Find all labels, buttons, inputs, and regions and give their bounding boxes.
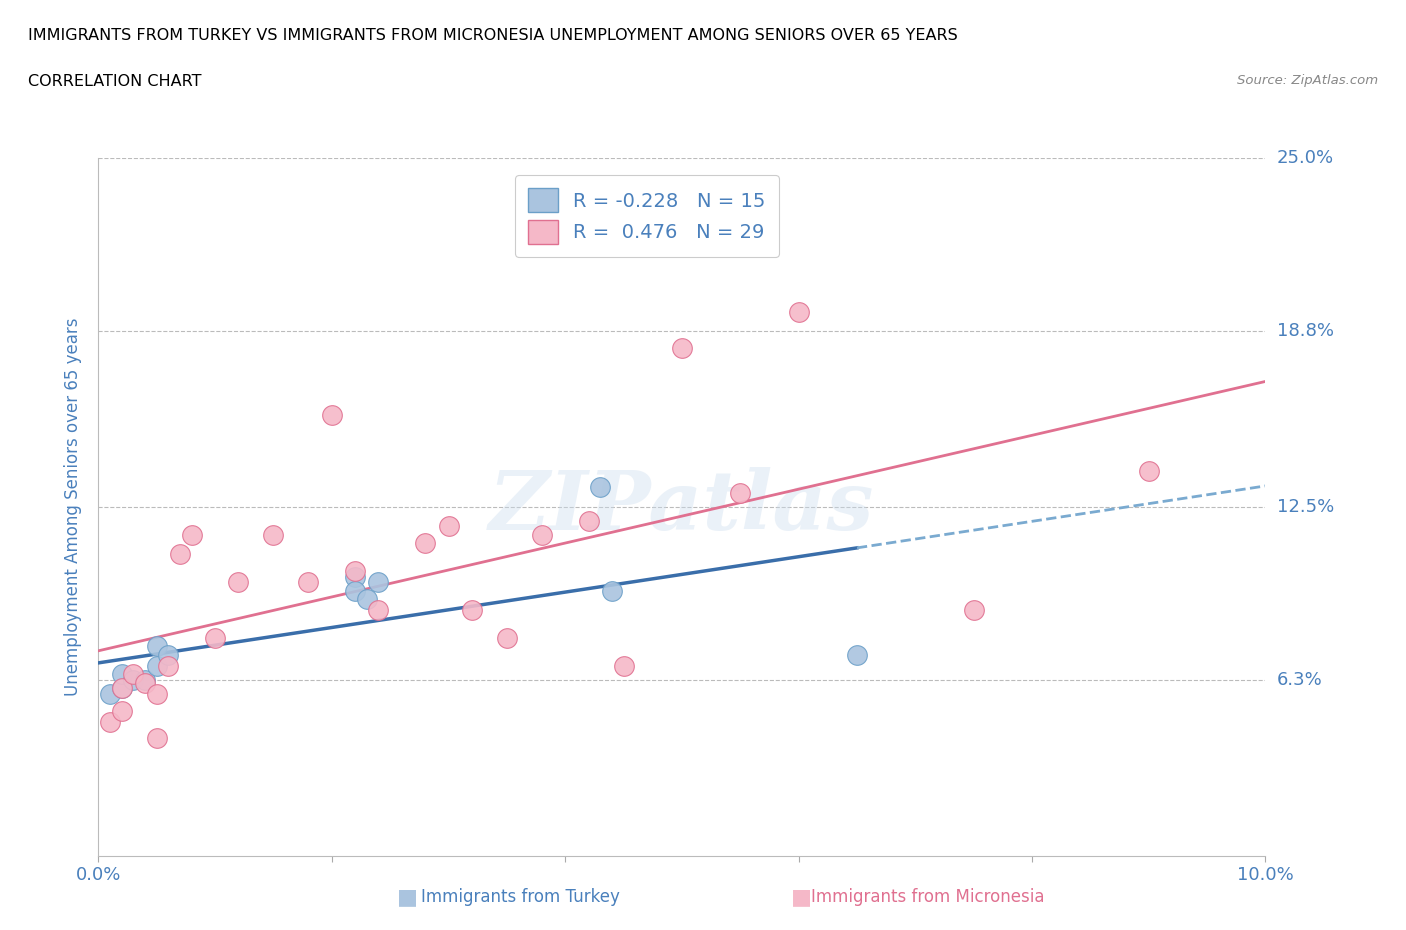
Point [122, 672, 145, 687]
Point [111, 681, 134, 696]
Point [600, 583, 623, 598]
Text: 18.8%: 18.8% [1277, 322, 1333, 340]
Legend: R = -0.228   N = 15, R =  0.476   N = 29: R = -0.228 N = 15, R = 0.476 N = 29 [515, 175, 779, 258]
Point [413, 536, 436, 551]
Point [530, 527, 553, 542]
Text: CORRELATION CHART: CORRELATION CHART [28, 74, 201, 89]
Point [356, 591, 378, 606]
Point [146, 658, 169, 673]
Point [98, 714, 121, 729]
Text: 12.5%: 12.5% [1277, 498, 1334, 516]
Text: Immigrants from Micronesia: Immigrants from Micronesia [811, 888, 1045, 907]
Point [367, 575, 389, 590]
Point [169, 547, 191, 562]
Point [262, 527, 284, 542]
Point [204, 631, 226, 645]
Point [367, 603, 389, 618]
Point [134, 675, 156, 690]
Point [437, 519, 460, 534]
Text: Immigrants from Turkey: Immigrants from Turkey [420, 888, 620, 907]
Y-axis label: Unemployment Among Seniors over 65 years: Unemployment Among Seniors over 65 years [65, 318, 83, 696]
Text: ■: ■ [398, 887, 418, 908]
Point [157, 658, 180, 673]
Text: ZIPatlas: ZIPatlas [489, 467, 875, 547]
Point [344, 564, 367, 578]
Point [671, 340, 693, 355]
Text: 6.3%: 6.3% [1277, 671, 1322, 689]
Point [787, 304, 810, 319]
Point [321, 407, 343, 422]
Text: ■: ■ [792, 887, 811, 908]
Point [146, 686, 169, 701]
Point [111, 681, 134, 696]
Point [578, 513, 600, 528]
Point [111, 667, 134, 682]
Point [180, 527, 202, 542]
Point [98, 686, 121, 701]
Point [122, 667, 145, 682]
Point [1137, 463, 1160, 478]
Point [344, 569, 367, 584]
Point [845, 647, 868, 662]
Point [962, 603, 984, 618]
Point [495, 631, 517, 645]
Point [146, 639, 169, 654]
Point [134, 672, 156, 687]
Text: 25.0%: 25.0% [1277, 149, 1334, 167]
Text: IMMIGRANTS FROM TURKEY VS IMMIGRANTS FROM MICRONESIA UNEMPLOYMENT AMONG SENIORS : IMMIGRANTS FROM TURKEY VS IMMIGRANTS FRO… [28, 28, 957, 43]
Point [344, 583, 367, 598]
Point [157, 647, 180, 662]
Point [228, 575, 250, 590]
Point [728, 485, 751, 500]
Point [297, 575, 319, 590]
Point [146, 731, 169, 746]
Text: Source: ZipAtlas.com: Source: ZipAtlas.com [1237, 74, 1378, 87]
Point [589, 480, 612, 495]
Point [111, 703, 134, 718]
Point [612, 658, 634, 673]
Point [461, 603, 484, 618]
